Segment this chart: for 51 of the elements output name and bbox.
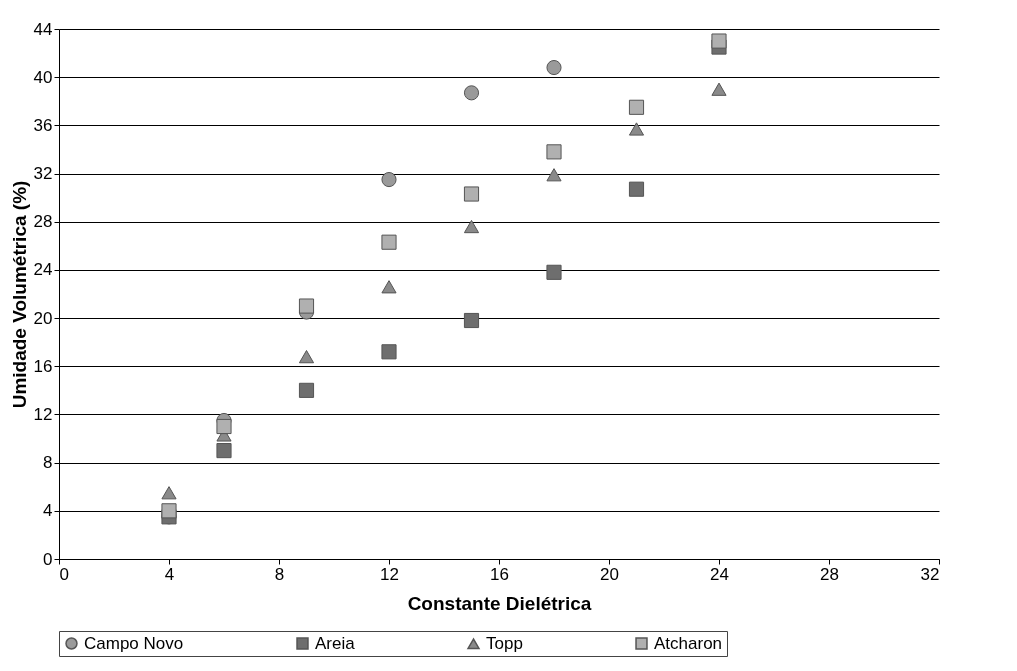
y-tick-label: 24	[33, 260, 53, 280]
point	[463, 219, 480, 234]
point	[381, 280, 397, 294]
point	[298, 382, 315, 398]
point	[381, 234, 397, 250]
x-tick-label: 12	[380, 564, 399, 584]
y-tick-label: 8	[43, 453, 53, 473]
y-tick-label: 36	[33, 115, 53, 135]
x-axis-title: Constante Dielétrica	[407, 592, 592, 614]
legend-label: Areia	[315, 633, 356, 653]
point	[381, 344, 397, 360]
legend-label: Atcharon	[654, 633, 723, 653]
x-tick-label: 0	[59, 564, 69, 584]
y-tick-label: 4	[43, 501, 53, 521]
point	[381, 172, 397, 188]
y-tick-label: 0	[43, 549, 53, 569]
point	[216, 418, 232, 435]
point	[546, 144, 562, 160]
point	[711, 33, 727, 49]
x-tick-label: 4	[164, 564, 175, 584]
y-axis-title: Umidade Volumétrica (%)	[8, 180, 30, 409]
y-tick-label: 20	[33, 308, 53, 328]
x-tick-label: 8	[274, 564, 285, 584]
x-tick-label: 24	[710, 564, 729, 584]
point	[463, 186, 480, 202]
point	[546, 59, 562, 76]
point	[216, 443, 232, 459]
x-tick-label: 32	[920, 564, 940, 584]
point	[463, 312, 480, 329]
point	[628, 99, 645, 115]
y-tick-label: 40	[33, 67, 53, 87]
point	[161, 503, 177, 519]
y-tick-label: 12	[33, 404, 53, 424]
legend-label: Campo Novo	[84, 633, 184, 653]
point	[161, 486, 177, 500]
x-tick-label: 16	[490, 564, 509, 584]
point	[546, 264, 562, 280]
x-tick-label: 28	[820, 564, 839, 584]
point	[546, 168, 562, 182]
x-tick-label: 20	[600, 564, 619, 584]
y-tick-label: 32	[33, 164, 53, 184]
point	[298, 350, 315, 364]
legend-label: Topp	[486, 633, 523, 653]
y-tick-label: 16	[33, 356, 53, 376]
y-tick-label: 28	[33, 212, 53, 232]
y-tick-label: 44	[33, 19, 53, 39]
point	[628, 122, 645, 136]
point	[628, 181, 645, 197]
point	[711, 82, 727, 96]
point	[463, 85, 480, 101]
point	[298, 298, 315, 314]
